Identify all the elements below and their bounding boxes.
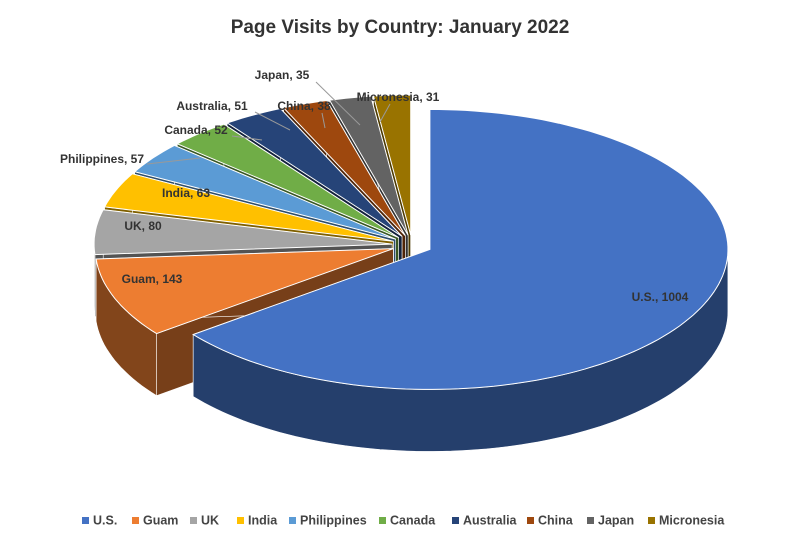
legend-swatch [82, 517, 89, 524]
data-label: Australia, 51 [176, 99, 248, 113]
chart-title: Page Visits by Country: January 2022 [231, 17, 570, 38]
legend-swatch [237, 517, 244, 524]
data-label: Canada, 52 [164, 123, 228, 137]
slice [176, 123, 399, 239]
data-label: Japan, 35 [255, 68, 310, 82]
leader-line [254, 111, 291, 131]
data-label: Philippines, 57 [60, 152, 144, 166]
legend-label: Guam [143, 513, 178, 527]
slice [372, 94, 412, 236]
leader-line [321, 112, 326, 129]
legend-label: China [538, 513, 574, 527]
data-label: Guam, 143 [122, 272, 183, 286]
data-label: India, 63 [162, 186, 210, 200]
slice [93, 209, 393, 256]
legend-label: Australia [463, 513, 518, 527]
legend-swatch [527, 517, 534, 524]
slice [328, 95, 409, 236]
legend-label: Philippines [300, 513, 367, 527]
leader-line [315, 81, 361, 126]
slice [133, 144, 396, 240]
legend-label: India [248, 513, 278, 527]
leader-line [146, 157, 201, 165]
slice [226, 107, 403, 237]
legend-swatch [132, 517, 139, 524]
slice [95, 248, 394, 335]
legend-swatch [452, 517, 459, 524]
legend-swatch [190, 517, 197, 524]
data-label: Micronesia, 31 [357, 90, 440, 104]
legend-label: Canada [390, 513, 436, 527]
legend-swatch [648, 517, 655, 524]
legend-swatch [587, 517, 594, 524]
data-label: U.S., 1004 [632, 290, 689, 304]
legend-label: Micronesia [659, 513, 725, 527]
legend: U.S. Guam UK India Philippines Canada Australi… [82, 513, 725, 527]
data-label: UK, 80 [124, 219, 162, 233]
slice [282, 99, 406, 236]
data-labels: U.S., 1004 Guam, 143 UK, 80 India, 63 Philip… [60, 68, 689, 304]
leader-line [379, 103, 391, 123]
legend-label: UK [201, 513, 219, 527]
pie-tops [93, 94, 729, 390]
legend-swatch [289, 517, 296, 524]
legend-label: Japan [598, 513, 634, 527]
legend-label: U.S. [93, 513, 117, 527]
slice [192, 108, 729, 390]
leader-line [231, 135, 263, 141]
legend-swatch [379, 517, 386, 524]
slice [103, 173, 394, 242]
data-label: China, 38 [277, 99, 331, 113]
